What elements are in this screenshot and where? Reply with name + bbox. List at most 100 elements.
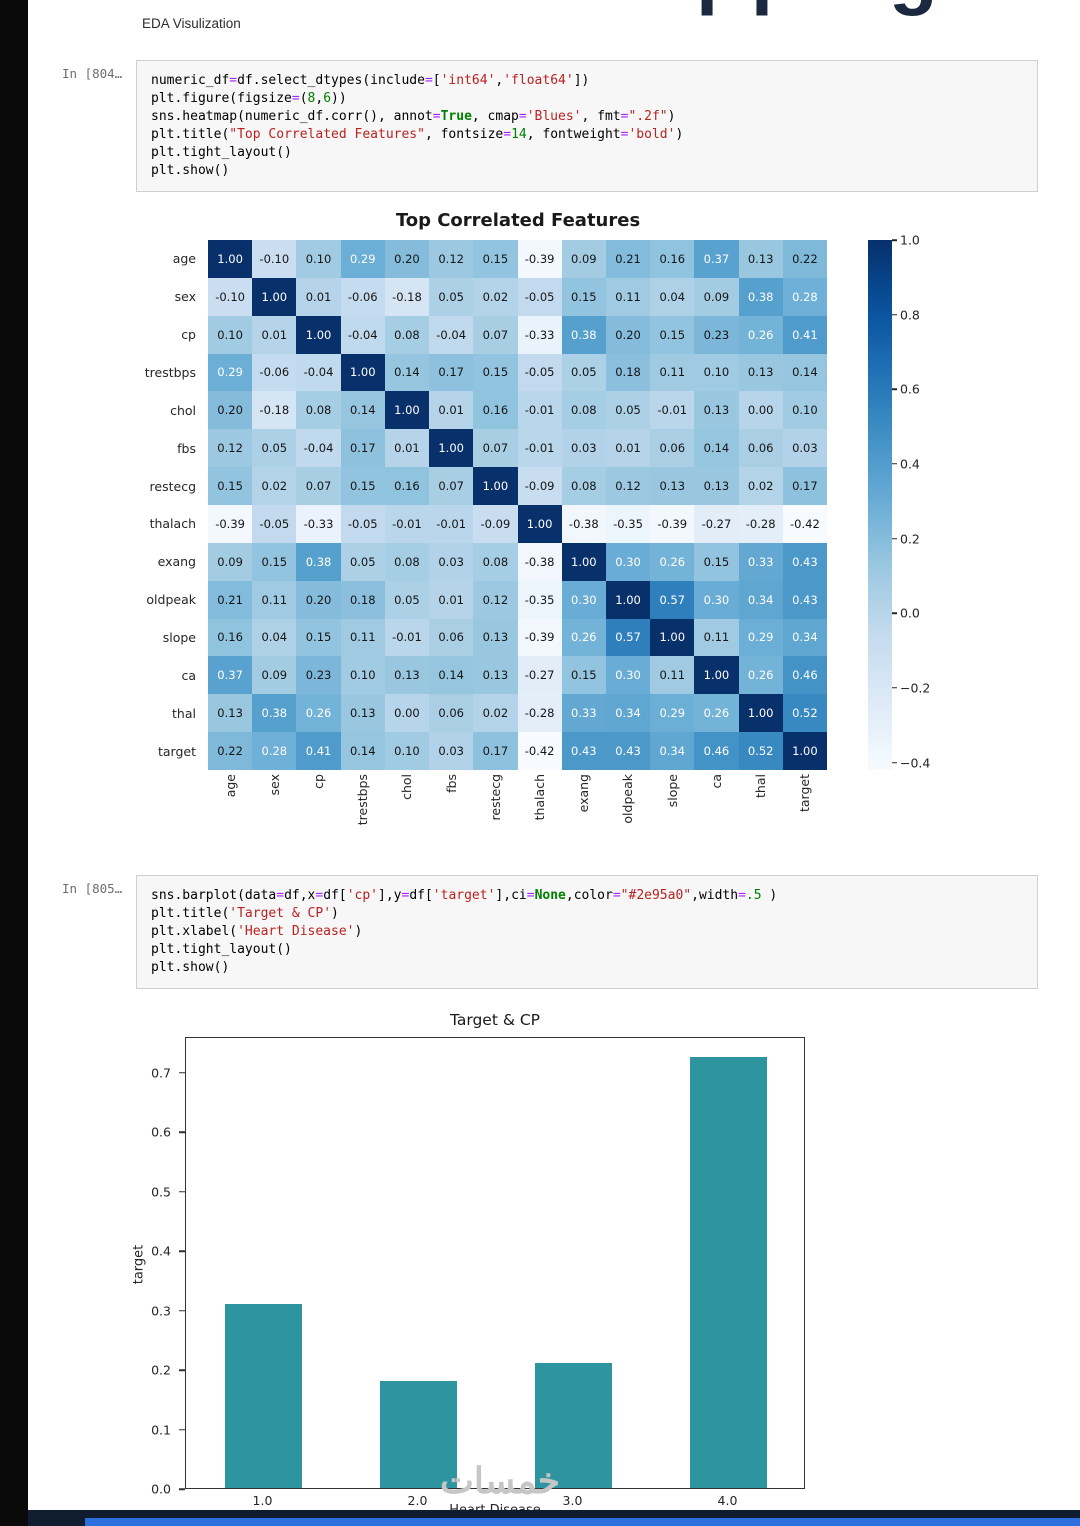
barchart-x-ticks: 1.0 2.0 3.0 4.0 (185, 1493, 805, 1509)
heatmap-cell: 0.14 (782, 353, 827, 392)
colorbar-tick-mark (892, 463, 897, 465)
heatmap-cell: 0.38 (561, 315, 606, 354)
left-edge-bar (0, 0, 28, 1526)
heatmap-cell: 1.00 (782, 732, 827, 770)
heatmap-cell: -0.05 (252, 505, 297, 543)
heatmap-cell: 0.05 (340, 542, 385, 581)
heatmap-cell: 0.05 (384, 580, 430, 619)
heatmap-row-label: thal (172, 705, 196, 721)
barchart-title: Target & CP (449, 1011, 541, 1029)
y-tick-mark (179, 1071, 185, 1074)
heatmap-cell: 0.38 (738, 277, 783, 316)
heatmap-row-label: slope (162, 629, 196, 645)
heatmap-cell: 0.09 (694, 277, 739, 316)
bar-3.0 (534, 1363, 613, 1488)
code-cell-804[interactable]: numeric_df=df.select_dtypes(include=['in… (136, 60, 1038, 192)
heatmap-column-labels: age sex cp trestbps chol fbs restecg thalach exa… (208, 774, 827, 860)
heatmap-row-label: fbs (177, 440, 196, 456)
heatmap-cell: 0.06 (650, 429, 695, 468)
heatmap-cell: 0.18 (605, 353, 651, 392)
code-cell-805[interactable]: sns.barplot(data=df,x=df['cp'],y=df['tar… (136, 875, 1038, 989)
code-editor-805[interactable]: sns.barplot(data=df,x=df['cp'],y=df['tar… (151, 888, 778, 975)
barchart-figure: Target & CP target 0.0 0.1 0.2 0.3 0.4 0.5 0.6… (28, 1005, 1080, 1510)
x-tick-label: 1.0 (252, 1493, 273, 1508)
heatmap-cell: 0.23 (694, 315, 739, 354)
heatmap-cell: -0.42 (517, 732, 562, 770)
heatmap-cell: 0.23 (296, 656, 341, 695)
heatmap-cell: 0.08 (296, 391, 341, 430)
colorbar-tick-label: 1.0 (900, 232, 920, 248)
heatmap-row-label: target (157, 743, 196, 759)
y-tick-label: 0.5 (151, 1184, 171, 1200)
colorbar-tick-mark (892, 239, 897, 241)
heatmap-cell: 0.01 (296, 277, 341, 316)
heatmap-cell: 1.00 (296, 315, 341, 354)
code-editor-804[interactable]: numeric_df=df.select_dtypes(include=['in… (151, 73, 684, 178)
heatmap-cell: 0.26 (694, 694, 739, 733)
heatmap-cell: 0.13 (738, 240, 783, 278)
heatmap-cell: 0.12 (473, 580, 518, 619)
heatmap-cell: 0.08 (384, 542, 430, 581)
heatmap-column-label: target (797, 774, 813, 813)
barchart-plot-area (185, 1037, 805, 1489)
heatmap-cell: 0.01 (429, 580, 474, 619)
colorbar-tick-label: 0.8 (900, 307, 920, 323)
heatmap-cell: 0.03 (429, 732, 474, 770)
heatmap-cell: 0.08 (473, 542, 518, 581)
heatmap-cell: -0.38 (561, 505, 606, 543)
heatmap-cell: 0.26 (296, 694, 341, 733)
heatmap-cell: 0.14 (340, 732, 385, 770)
colorbar-tick-mark (892, 612, 897, 614)
heatmap-cell: 0.08 (561, 467, 606, 505)
heatmap-cell: 0.16 (384, 467, 430, 505)
x-tick-label: 4.0 (717, 1493, 738, 1508)
heatmap-cell: 0.28 (782, 277, 827, 316)
heatmap-cell: 0.17 (340, 429, 385, 468)
colorbar-tick-label: −0.2 (900, 680, 931, 696)
heatmap-column-label: slope (664, 774, 680, 808)
heatmap-cell: 0.29 (340, 240, 385, 278)
colorbar-tick-mark (892, 388, 897, 391)
heatmap-cell: 0.17 (473, 732, 518, 770)
heatmap-cell: 0.43 (782, 580, 827, 619)
heatmap-cell: 0.14 (429, 656, 474, 695)
heatmap-cell: 0.11 (694, 618, 739, 657)
heatmap-cell: -0.01 (517, 391, 562, 430)
heatmap-cell: 0.11 (650, 353, 695, 392)
heatmap-cell: 0.11 (650, 656, 695, 695)
heatmap-cell: 0.18 (340, 580, 385, 619)
colorbar-tick-label: −0.4 (900, 755, 931, 771)
heatmap-cell: -0.04 (429, 315, 474, 354)
heatmap-cell: 0.03 (429, 542, 474, 581)
y-tick-mark (179, 1250, 185, 1252)
y-tick-label: 0.6 (151, 1124, 171, 1140)
heatmap-cell: 0.10 (694, 353, 739, 392)
heatmap-cell: 0.30 (694, 580, 739, 619)
heatmap-cell: 1.00 (561, 542, 606, 581)
heatmap-cell: 0.15 (208, 467, 253, 505)
heatmap-column-label: thal (753, 774, 769, 798)
heatmap-cell: -0.01 (650, 391, 695, 430)
heatmap-cell: 0.10 (782, 391, 827, 430)
heatmap-cell: 0.21 (208, 580, 253, 619)
colorbar-tick-label: 0.0 (900, 605, 920, 621)
heatmap-cell: 0.43 (561, 732, 606, 770)
cell-input-prompt-804: In [804… (62, 66, 123, 81)
heatmap-cell: 0.46 (782, 656, 827, 695)
heatmap-row-label: sex (174, 289, 196, 305)
heatmap-cell: 0.13 (738, 353, 783, 392)
heatmap-cell: 0.16 (208, 618, 253, 657)
heatmap-cell: -0.39 (650, 505, 695, 543)
heatmap-cell: 0.16 (650, 240, 695, 278)
heatmap-cell: 0.26 (738, 315, 783, 354)
y-tick-label: 0.1 (151, 1422, 171, 1438)
footer-bar (0, 1510, 1080, 1526)
heatmap-cell: 0.09 (252, 656, 297, 695)
heatmap-cell: 0.29 (208, 353, 253, 392)
heatmap-cell: 0.01 (605, 429, 651, 468)
heatmap-cell: 0.04 (650, 277, 695, 316)
heatmap-cell: 0.52 (782, 694, 827, 733)
heatmap-column-label: sex (266, 774, 282, 796)
heatmap-cell: 0.28 (252, 732, 297, 770)
